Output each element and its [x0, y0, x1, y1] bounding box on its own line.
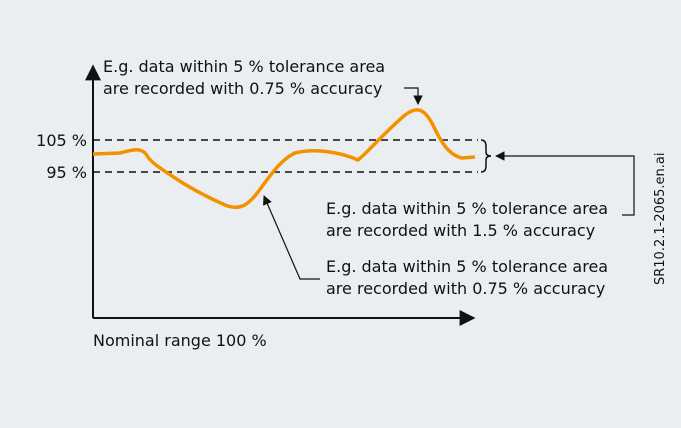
annotation-line: are recorded with 1.5 % accuracy — [326, 221, 595, 240]
annotation-line: are recorded with 0.75 % accuracy — [326, 279, 605, 298]
leader-2 — [495, 151, 635, 216]
annotation-line: E.g. data within 5 % tolerance area — [326, 199, 608, 218]
level-label: 105 % — [36, 131, 87, 150]
leader-1 — [404, 87, 423, 105]
annotation-line: E.g. data within 5 % tolerance area — [103, 57, 385, 76]
level-label: 95 % — [46, 163, 87, 182]
file-id: SR10.2.1-2065.en.ai — [653, 153, 668, 286]
annotation-line: are recorded with 0.75 % accuracy — [103, 79, 382, 98]
annotation-line: E.g. data within 5 % tolerance area — [326, 257, 608, 276]
leader-3 — [263, 195, 320, 280]
measurement-curve — [92, 108, 476, 210]
x-axis-label: Nominal range 100 % — [93, 331, 267, 350]
tolerance-brace — [480, 139, 492, 173]
